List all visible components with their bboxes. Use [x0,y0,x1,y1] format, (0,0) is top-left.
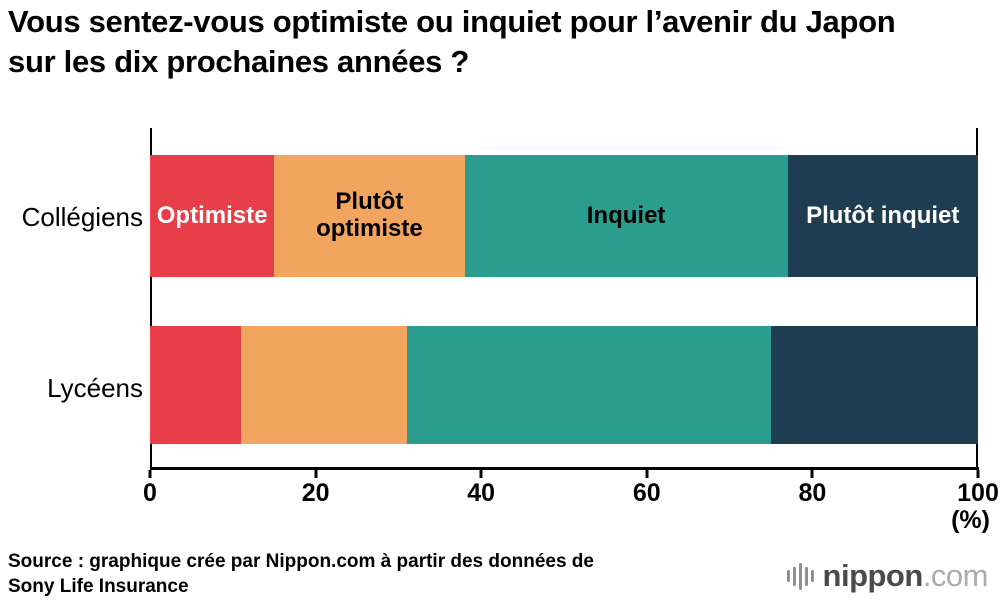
bar-segment: Inquiet [464,155,788,277]
source-line-2: Sony Life Insurance [8,576,189,598]
x-tick-mark [148,470,152,478]
nippon-logo-bars-icon [786,562,814,590]
category-label-collegiens: Collégiens [21,202,143,232]
bar-segment [406,326,771,444]
bar-segment [241,326,407,444]
x-tick-label: 60 [632,479,661,507]
x-tick-mark [479,470,483,478]
bar-segment [770,326,978,444]
segment-label: Plutôt inquiet [806,201,960,229]
chart-title: Vous sentez-vous optimiste ou inquiet po… [8,4,896,80]
source-line-1: Source : graphique crée par Nippon.com à… [8,551,594,572]
source-note: Source : graphique crée par Nippon.com à… [8,549,594,599]
logo-text-tld: .com [922,558,989,593]
segment-label: Inquiet [586,201,666,229]
x-axis-unit-label: (%) [951,506,990,534]
y-axis-right-line [976,128,978,470]
x-axis-line [150,467,979,470]
bar-segment: Plutôt inquiet [787,155,978,277]
category-label-lyceens: Lycéens [47,373,143,403]
nippon-logo: nippon.com [786,558,989,594]
bar-segment [150,326,242,444]
segment-label: Plutôt optimiste [316,188,423,242]
x-tick-label: 80 [798,479,827,507]
x-tick-label: 20 [301,479,330,507]
x-tick-label: 40 [467,479,496,507]
x-tick-label: 100 [957,479,999,507]
bar-segment: Optimiste [150,155,275,277]
bar-row-collegiens: Optimiste Plutôt optimiste Inquiet Plutôt i… [150,155,978,277]
logo-text-main: nippon [822,558,924,593]
x-tick-mark [314,470,318,478]
x-tick-mark [645,470,649,478]
x-axis: 0 20 40 60 80 100 [143,470,999,510]
x-tick-mark [976,470,980,478]
x-tick-mark [810,470,814,478]
bar-row-lyceens [150,326,978,444]
bar-segment: Plutôt optimiste [274,155,465,277]
y-axis-left-line [150,128,152,470]
x-tick-label: 0 [143,479,157,507]
nippon-logo-text: nippon.com [822,558,989,594]
segment-label: Optimiste [156,201,268,229]
